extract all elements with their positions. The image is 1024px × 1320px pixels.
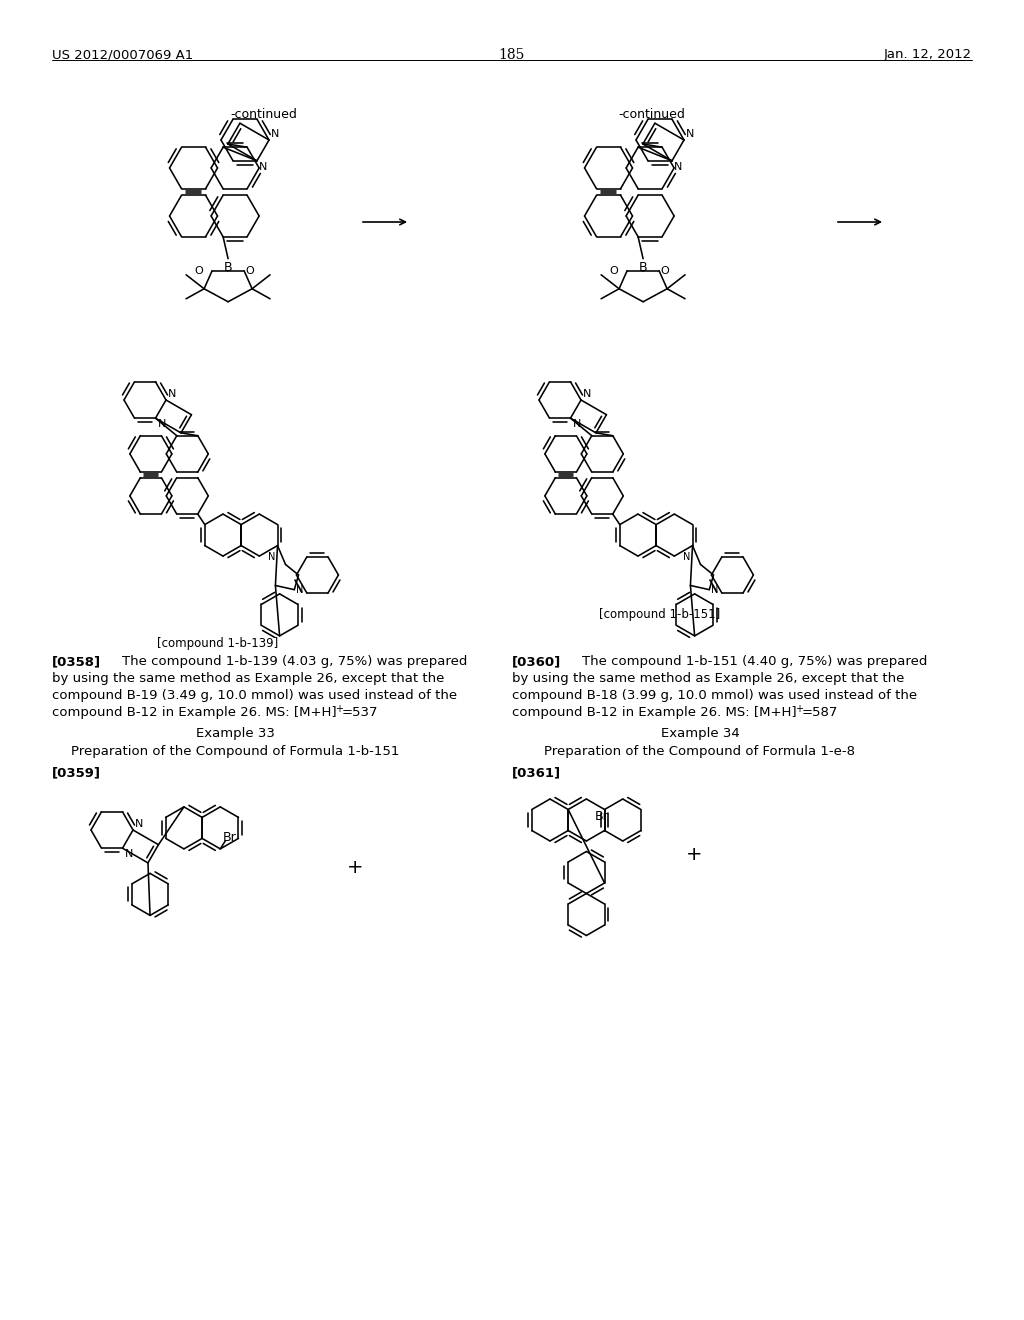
- Text: Br: Br: [595, 809, 608, 822]
- Text: N: N: [268, 552, 275, 562]
- Text: N: N: [259, 162, 267, 172]
- Text: Br: Br: [222, 830, 237, 843]
- Text: O: O: [660, 265, 669, 276]
- Text: B: B: [639, 261, 647, 273]
- Text: N: N: [674, 162, 682, 172]
- Text: +: +: [686, 845, 702, 865]
- Text: Preparation of the Compound of Formula 1-b-151: Preparation of the Compound of Formula 1…: [71, 744, 399, 758]
- Text: N: N: [158, 420, 166, 429]
- Text: [0361]: [0361]: [512, 766, 561, 779]
- Text: compound B-12 in Example 26. MS: [M+H]: compound B-12 in Example 26. MS: [M+H]: [52, 706, 337, 719]
- Text: compound B-12 in Example 26. MS: [M+H]: compound B-12 in Example 26. MS: [M+H]: [512, 706, 797, 719]
- Text: O: O: [195, 265, 203, 276]
- Text: Example 33: Example 33: [196, 727, 274, 741]
- Text: B: B: [224, 261, 232, 273]
- Text: The compound 1-b-139 (4.03 g, 75%) was prepared: The compound 1-b-139 (4.03 g, 75%) was p…: [105, 655, 467, 668]
- Text: N: N: [135, 818, 143, 829]
- Text: 185: 185: [499, 48, 525, 62]
- Text: -continued: -continued: [230, 108, 297, 121]
- Text: compound B-19 (3.49 g, 10.0 mmol) was used instead of the: compound B-19 (3.49 g, 10.0 mmol) was us…: [52, 689, 457, 702]
- Text: [0360]: [0360]: [512, 655, 561, 668]
- Text: Jan. 12, 2012: Jan. 12, 2012: [884, 48, 972, 61]
- Text: compound B-18 (3.99 g, 10.0 mmol) was used instead of the: compound B-18 (3.99 g, 10.0 mmol) was us…: [512, 689, 918, 702]
- Text: N: N: [686, 129, 694, 139]
- Text: N: N: [271, 129, 280, 139]
- Text: N: N: [712, 585, 719, 595]
- Text: The compound 1-b-151 (4.40 g, 75%) was prepared: The compound 1-b-151 (4.40 g, 75%) was p…: [565, 655, 928, 668]
- Text: Example 34: Example 34: [660, 727, 739, 741]
- Text: N: N: [125, 849, 133, 859]
- Text: O: O: [245, 265, 254, 276]
- Text: N: N: [168, 389, 176, 399]
- Text: +: +: [335, 704, 343, 714]
- Text: US 2012/0007069 A1: US 2012/0007069 A1: [52, 48, 194, 61]
- Text: +: +: [347, 858, 364, 876]
- Text: +: +: [795, 704, 803, 714]
- Text: N: N: [583, 389, 592, 399]
- Text: [compound 1-b-151]: [compound 1-b-151]: [599, 609, 721, 620]
- Text: =587: =587: [802, 706, 839, 719]
- Text: [0359]: [0359]: [52, 766, 101, 779]
- Text: N: N: [572, 420, 581, 429]
- Text: O: O: [609, 265, 618, 276]
- Text: N: N: [296, 585, 304, 595]
- Text: by using the same method as Example 26, except that the: by using the same method as Example 26, …: [52, 672, 444, 685]
- Text: [0358]: [0358]: [52, 655, 101, 668]
- Text: =537: =537: [342, 706, 379, 719]
- Text: by using the same method as Example 26, except that the: by using the same method as Example 26, …: [512, 672, 904, 685]
- Text: N: N: [683, 552, 690, 562]
- Text: [compound 1-b-139]: [compound 1-b-139]: [158, 638, 279, 649]
- Text: Preparation of the Compound of Formula 1-e-8: Preparation of the Compound of Formula 1…: [545, 744, 855, 758]
- Text: -continued: -continued: [618, 108, 685, 121]
